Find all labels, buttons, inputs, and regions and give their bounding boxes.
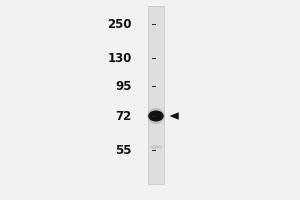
- Ellipse shape: [148, 110, 164, 121]
- Text: 55: 55: [116, 144, 132, 156]
- Text: 130: 130: [108, 51, 132, 64]
- Bar: [148, 6, 164, 184]
- Text: 72: 72: [116, 110, 132, 122]
- Ellipse shape: [147, 108, 165, 124]
- Ellipse shape: [150, 145, 162, 149]
- Text: 250: 250: [107, 18, 132, 30]
- Polygon shape: [169, 112, 179, 120]
- Text: 95: 95: [116, 80, 132, 92]
